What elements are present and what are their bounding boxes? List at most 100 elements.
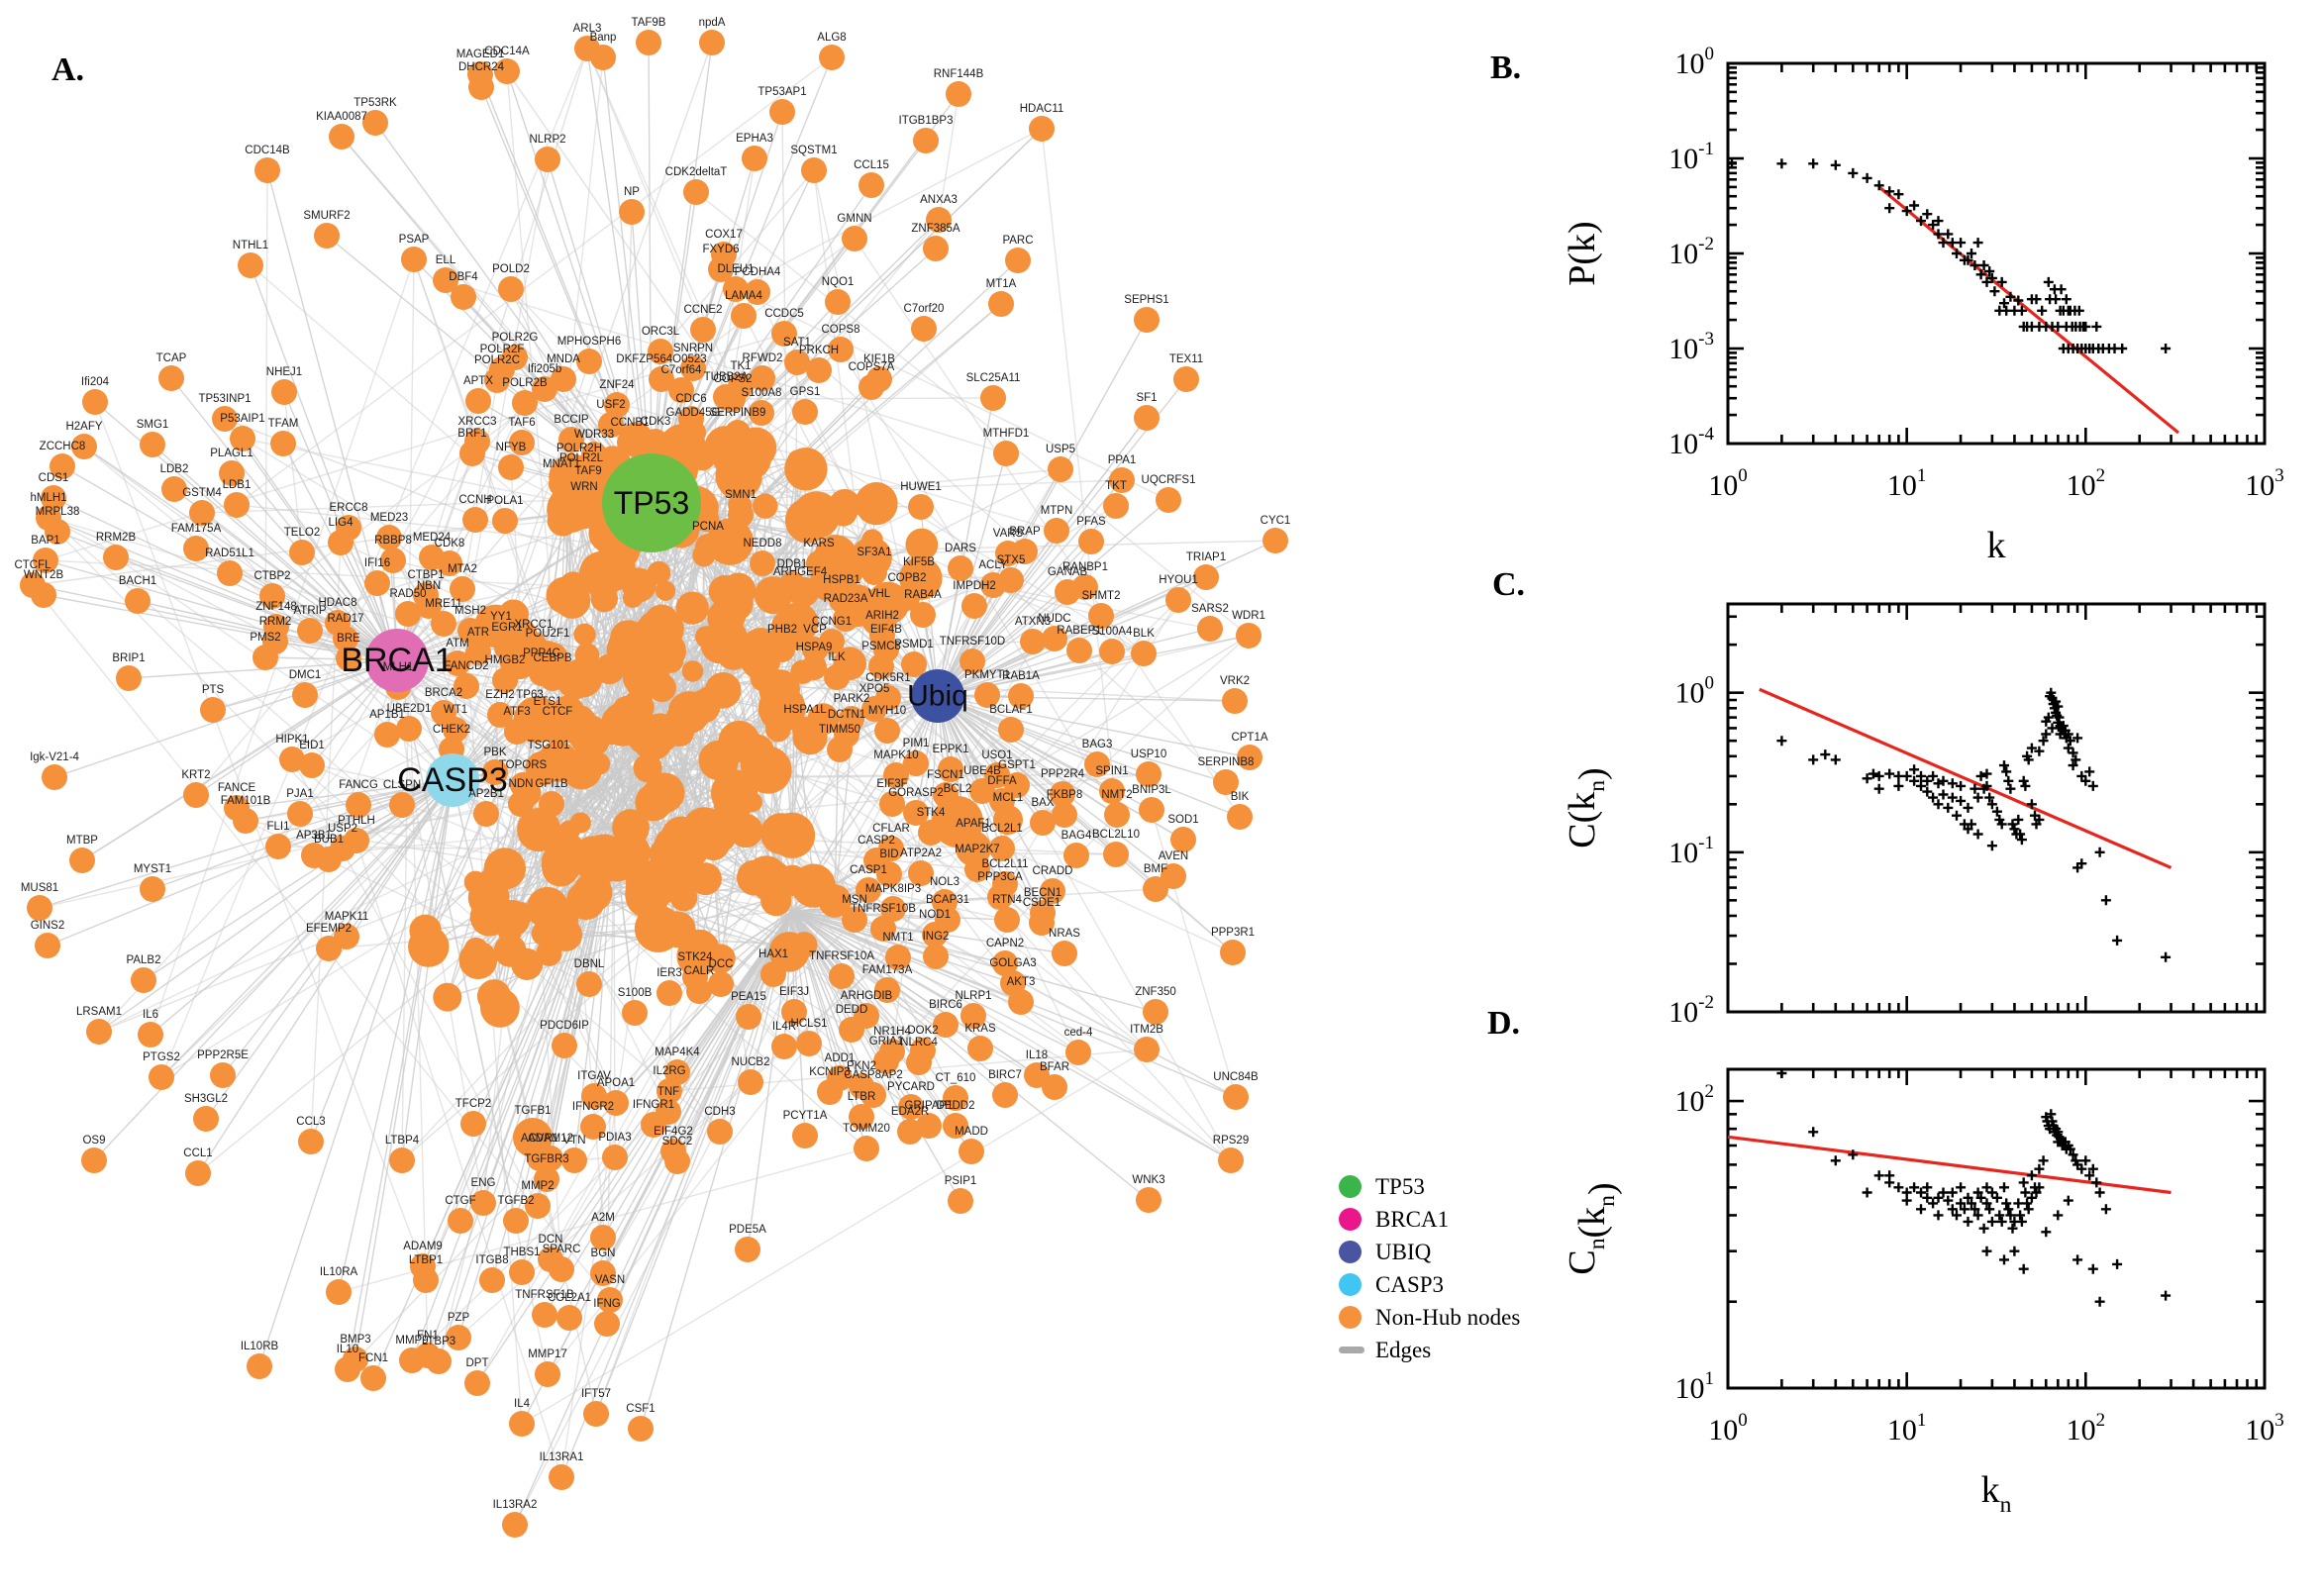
network-node-label: FLI1 [266, 821, 289, 833]
network-node-label: MYH10 [868, 705, 906, 717]
network-node [35, 933, 60, 958]
panel-label-c: C. [1492, 566, 1526, 603]
network-node-label: CDS1 [39, 472, 69, 484]
network-node [473, 801, 499, 827]
network-node [943, 1085, 968, 1111]
network-core-node [584, 731, 610, 755]
network-node [1066, 638, 1092, 663]
network-node [960, 1003, 986, 1029]
network-node [344, 828, 369, 853]
network-node [334, 924, 359, 949]
network-node-label: PFAS [1076, 516, 1106, 528]
network-node [913, 128, 939, 153]
network-node-label: NUCB2 [732, 1056, 770, 1068]
network-node-label: PCNA [692, 521, 724, 533]
network-node-label: APTX [463, 375, 493, 387]
network-node [969, 778, 995, 804]
network-core-node [681, 660, 704, 682]
network-node [943, 1113, 968, 1139]
network-node-label: TEX11 [1169, 353, 1203, 365]
network-node [1020, 629, 1046, 654]
network-node-label: TRIAP1 [1186, 551, 1226, 563]
network-node-label: MCL1 [993, 792, 1024, 804]
network-node-label: POLR2L [559, 452, 604, 464]
network-node [1084, 751, 1110, 777]
network-node [825, 289, 851, 315]
network-node-label: EIF4B [870, 624, 902, 636]
network-node [590, 1225, 616, 1250]
network-node-label: GINS2 [31, 920, 65, 932]
network-node-label: P53AIP1 [220, 413, 264, 425]
network-node-label: PYCARD [887, 1081, 935, 1093]
network-node [360, 1365, 386, 1391]
fit-line [1877, 185, 2180, 435]
plot-panel-B: 100 101 102 103 100 10-1 10-2 10-3 10-4 k P(k) [1562, 44, 2284, 566]
network-node-label: SDC2 [662, 1136, 693, 1147]
network-node-label: PIM1 [903, 738, 930, 749]
network-node [933, 782, 959, 808]
network-node-label: CDC14A [484, 46, 530, 57]
network-node-label: TOPORS [499, 759, 548, 771]
network-node [540, 665, 565, 691]
network-node-label: S100A8 [742, 387, 782, 399]
network-node-label: PDCD6IP [540, 1020, 589, 1032]
network-node-label: ALG8 [817, 32, 846, 44]
network-node [1131, 641, 1157, 666]
network-node-label: MPHOSPH6 [557, 336, 622, 348]
network-node [270, 431, 296, 456]
network-node [769, 99, 795, 125]
network-node-label: ACVR1 [521, 1133, 558, 1145]
network-node [217, 560, 243, 586]
network-node-label: BNIP3L [1132, 784, 1171, 796]
network-node-label: PEA15 [731, 991, 766, 1003]
network-node-label: HIPK1 [275, 734, 308, 746]
network-node [364, 570, 390, 596]
panel-label-a: A. [51, 51, 85, 88]
network-core-node [753, 493, 778, 519]
network-node-label: ADD1 [825, 1052, 856, 1064]
network-node [389, 1147, 415, 1173]
network-node-label: PCDHA4 [735, 266, 781, 278]
network-node [292, 682, 318, 708]
network-node [745, 279, 770, 305]
network-node-label: VTN [563, 1135, 586, 1147]
svg-text:10-2: 10-2 [1668, 234, 1714, 270]
network-core-node [655, 580, 676, 601]
network-node-label: PMS2 [250, 632, 280, 644]
network-node-label: DHCR24 [458, 61, 505, 73]
network-node-label: BID [879, 848, 898, 860]
network-node [1222, 688, 1248, 714]
svg-text:101: 101 [1675, 1368, 1715, 1405]
network-node [71, 434, 97, 459]
network-node [183, 782, 209, 808]
network-node-label: CDK3 [641, 416, 671, 428]
network-node-label: GPS1 [790, 386, 821, 398]
svg-text:103: 103 [2245, 465, 2284, 502]
network-node [1220, 940, 1246, 965]
network-node [842, 226, 867, 251]
network-core-node [715, 452, 762, 500]
network-node-label: NMT1 [882, 932, 913, 944]
network-node [549, 471, 574, 497]
legend-item-label: TP53 [1375, 1173, 1425, 1199]
network-node-label: FANCG [339, 779, 378, 791]
network-node [465, 388, 491, 414]
network-node [503, 1208, 529, 1234]
network-node [680, 420, 706, 446]
network-node-label: CCNB1 [611, 417, 650, 429]
network-node [33, 548, 58, 573]
network-node-label: S100A4 [1092, 626, 1134, 638]
network-node [731, 303, 757, 329]
network-node [879, 791, 905, 817]
network-node-label: NMT2 [1101, 789, 1132, 801]
network-node [910, 602, 936, 628]
network-node [1197, 616, 1223, 642]
network-node [45, 519, 70, 545]
network-node [1134, 307, 1160, 333]
network-node-label: TP53RK [354, 97, 397, 109]
network-node [636, 30, 661, 55]
network-node-label: DARS [945, 543, 976, 554]
network-node [906, 1049, 932, 1075]
network-node [125, 588, 151, 614]
network-node-label: EGR1 [491, 622, 522, 634]
